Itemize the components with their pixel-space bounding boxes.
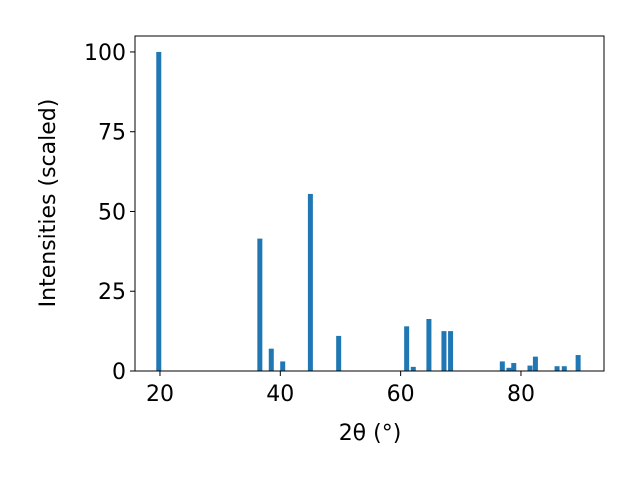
y-tick-label: 25: [98, 280, 126, 305]
bar: [532, 356, 538, 371]
bar: [156, 51, 162, 371]
bar: [268, 348, 274, 371]
x-axis-label: 2θ (°): [339, 421, 402, 446]
x-tick-label: 20: [146, 382, 174, 407]
bar: [575, 355, 581, 371]
plot-frame: [134, 35, 605, 372]
bar: [280, 361, 286, 371]
bar: [336, 335, 342, 371]
bar: [426, 318, 432, 371]
x-tick-label: 60: [387, 382, 415, 407]
bar: [257, 238, 263, 371]
y-tick-label: 0: [112, 360, 126, 385]
bar: [307, 193, 313, 371]
y-tick-label: 75: [98, 121, 126, 146]
y-axis-label: Intensities (scaled): [36, 99, 61, 308]
bar: [506, 367, 512, 371]
bar: [448, 331, 454, 371]
x-tick-label: 40: [266, 382, 294, 407]
bar: [527, 365, 533, 371]
bar: [511, 363, 517, 371]
bar: [410, 366, 416, 371]
bar: [561, 366, 567, 371]
x-tick-label: 80: [507, 382, 535, 407]
bar: [554, 366, 560, 371]
bar: [441, 331, 447, 371]
bar: [499, 361, 505, 371]
y-tick-label: 50: [98, 200, 126, 225]
bar: [404, 326, 410, 371]
y-tick-label: 100: [84, 41, 126, 66]
